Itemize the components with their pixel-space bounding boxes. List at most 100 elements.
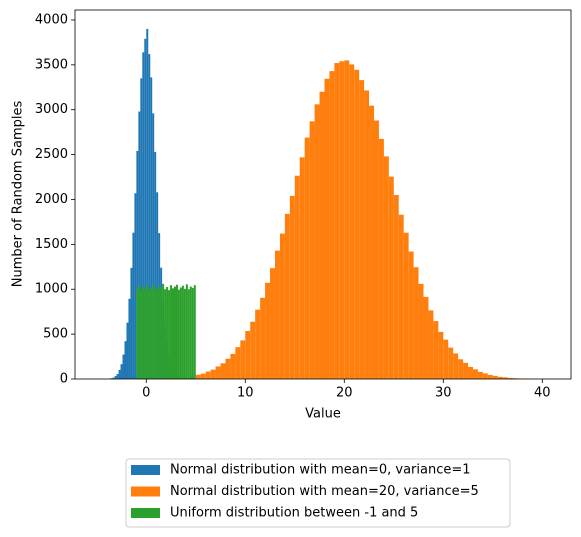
histogram-bar — [114, 376, 117, 379]
histogram-bar — [294, 175, 300, 379]
y-tick-label: 1000 — [35, 282, 68, 297]
histogram-bar — [116, 374, 119, 379]
y-axis-label: Number of Random Samples — [11, 101, 26, 288]
legend-swatch — [131, 486, 160, 497]
histogram-bar — [170, 285, 173, 379]
histogram-bar — [324, 78, 330, 380]
y-tick-label: 3500 — [35, 57, 68, 72]
histogram-bar — [122, 354, 125, 379]
histogram-bar — [144, 289, 147, 379]
histogram-bar — [279, 233, 285, 379]
legend-label: Normal distribution with mean=20, varian… — [170, 484, 479, 499]
histogram-bar — [472, 369, 478, 379]
histogram-bar — [453, 353, 459, 379]
x-tick-label: 30 — [435, 386, 452, 401]
histogram-bar — [118, 369, 121, 379]
histogram-bar — [230, 353, 236, 379]
histogram-bar — [148, 54, 151, 380]
histogram-bar — [110, 378, 113, 379]
histogram-bar — [138, 285, 141, 379]
histogram-bar — [423, 296, 429, 379]
histogram-bar — [128, 298, 131, 379]
histogram-bar — [175, 284, 178, 379]
histogram-bar — [136, 288, 139, 379]
histogram-bar — [172, 288, 175, 379]
y-tick-label: 4000 — [35, 12, 68, 27]
histogram-bar — [438, 331, 444, 379]
histogram-bar — [142, 52, 145, 379]
histogram-bar — [364, 90, 370, 379]
histogram-bar — [150, 77, 153, 379]
histogram-bar — [158, 286, 161, 379]
histogram-bar — [265, 282, 271, 379]
x-tick-label: 40 — [534, 386, 551, 401]
histogram-bar — [185, 284, 188, 379]
histogram-bar — [134, 193, 137, 379]
histogram-bar — [383, 156, 389, 379]
histogram-bar — [140, 78, 143, 380]
histogram-bar — [177, 289, 180, 379]
histogram-bar — [205, 371, 211, 379]
histogram-bar — [274, 250, 280, 379]
histogram-bar — [418, 283, 424, 379]
histogram-bar — [354, 69, 360, 380]
histogram-bar — [468, 366, 473, 379]
histogram-bar — [289, 195, 295, 379]
histogram-bar — [393, 194, 399, 379]
histogram-bar — [166, 286, 169, 379]
histogram-bar — [428, 310, 434, 379]
y-tick-label: 3000 — [35, 102, 68, 117]
histogram-bar — [502, 377, 508, 379]
histogram-bar — [413, 267, 419, 379]
histogram-bar — [162, 283, 165, 379]
histogram-bar — [507, 377, 513, 379]
legend-label: Normal distribution with mean=0, varianc… — [170, 463, 471, 478]
histogram-bar — [164, 289, 167, 379]
histogram-bar — [373, 120, 379, 379]
histogram-bar — [260, 297, 266, 379]
histogram-bar — [154, 288, 157, 379]
histogram-bar — [344, 60, 350, 380]
histogram-bar — [482, 373, 488, 379]
histogram-bar — [225, 358, 231, 379]
x-tick-label: 0 — [142, 386, 150, 401]
legend-label: Uniform distribution between -1 and 5 — [170, 506, 418, 521]
x-tick-label: 20 — [336, 386, 353, 401]
histogram-bar — [487, 374, 493, 379]
histogram-bar — [124, 341, 127, 379]
histogram-bar — [160, 287, 163, 379]
histogram-bar — [193, 285, 196, 379]
histogram-bar — [408, 251, 414, 379]
y-tick-label: 2500 — [35, 147, 68, 162]
histogram-bar — [120, 364, 123, 379]
histogram-bar — [339, 61, 345, 379]
histogram-bar — [448, 347, 454, 379]
histogram-bar — [299, 157, 305, 379]
histogram-bar — [463, 362, 469, 379]
histogram-bar — [492, 375, 498, 379]
histogram-bar — [130, 267, 133, 379]
histogram-bar — [255, 309, 261, 379]
y-tick-label: 500 — [43, 327, 68, 342]
y-tick-label: 2000 — [35, 192, 68, 207]
histogram-bar — [183, 288, 186, 379]
histogram-bar — [146, 28, 149, 380]
y-tick-label: 0 — [60, 372, 68, 387]
histogram-bar — [154, 151, 157, 379]
legend-swatch — [131, 508, 160, 518]
x-axis-label: Value — [305, 407, 341, 422]
histogram-bar — [148, 290, 151, 379]
legend-frame — [125, 458, 511, 528]
histogram-bar — [187, 289, 190, 379]
histogram-bar — [136, 151, 139, 379]
histogram-bar — [349, 64, 355, 379]
histogram-bar — [156, 289, 159, 379]
histogram-bar — [334, 63, 340, 380]
histogram-bar — [235, 347, 241, 379]
legend-swatch — [131, 465, 160, 475]
histogram-bar — [146, 284, 149, 379]
histogram-bar — [156, 192, 159, 379]
histogram-bar — [152, 285, 155, 379]
histogram-bar — [369, 105, 374, 379]
